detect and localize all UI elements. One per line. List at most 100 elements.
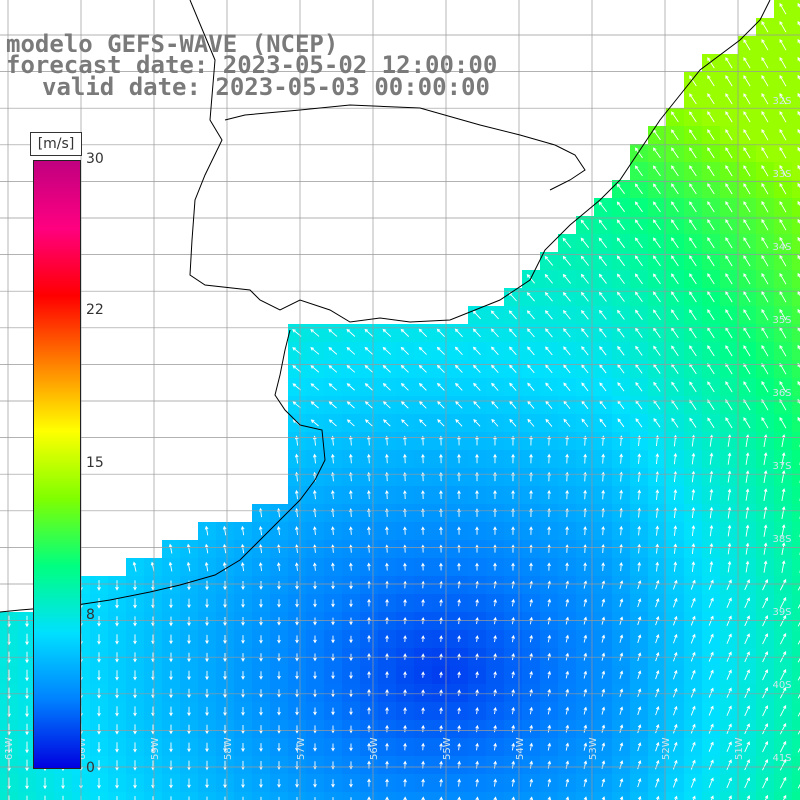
wind-arrow (385, 562, 389, 571)
wind-arrow (562, 273, 571, 284)
wind-arrow (598, 237, 608, 249)
wind-arrow (635, 327, 643, 338)
wind-arrow (296, 796, 298, 800)
wind-arrow (601, 670, 606, 679)
wind-arrow (439, 671, 443, 678)
wind-arrow (187, 616, 191, 627)
wind-arrow (346, 383, 355, 391)
wind-arrow (672, 759, 678, 770)
wind-arrow (475, 778, 479, 787)
wind-arrow (133, 742, 137, 753)
wind-arrow (727, 452, 732, 465)
wind-arrow (259, 707, 263, 716)
wind-arrow (493, 724, 497, 733)
wind-arrow (133, 706, 137, 717)
wind-arrow (364, 346, 374, 355)
wind-arrow (601, 796, 606, 800)
wind-arrow (619, 616, 624, 625)
wind-arrow (421, 453, 425, 464)
wind-arrow (744, 705, 750, 717)
wind-arrow (223, 778, 227, 789)
wind-arrow (544, 255, 554, 266)
wind-arrow (762, 741, 769, 753)
wind-arrow (619, 670, 624, 679)
wind-arrow (310, 347, 320, 355)
wind-arrow (403, 635, 407, 643)
wind-arrow (367, 742, 371, 751)
wind-arrow (637, 706, 642, 716)
wind-arrow (205, 616, 209, 627)
wind-arrow (797, 693, 800, 699)
wind-arrow (529, 580, 534, 589)
wind-arrow (565, 688, 570, 697)
wind-arrow (562, 237, 572, 248)
wind-cell (792, 630, 800, 649)
wind-cell (378, 792, 397, 800)
wind-arrow (115, 760, 119, 771)
wind-arrow (725, 345, 733, 357)
wind-arrow (169, 688, 173, 699)
wind-arrow (133, 760, 137, 771)
wind-arrow (545, 328, 553, 338)
wind-arrow (580, 219, 590, 230)
wind-arrow (726, 579, 732, 591)
wind-arrow (223, 742, 227, 753)
wind-arrow (562, 291, 571, 302)
wind-arrow (168, 543, 173, 554)
colorbar-tick-8: 8 (86, 607, 95, 623)
wind-arrow (436, 346, 445, 355)
wind-cell (792, 738, 800, 757)
wind-arrow (616, 219, 625, 231)
wind-arrow (761, 165, 769, 177)
wind-arrow (508, 310, 517, 320)
wind-arrow (223, 616, 227, 626)
wind-arrow (493, 580, 497, 589)
wind-arrow (421, 617, 425, 625)
wind-arrow (403, 453, 407, 464)
wind-arrow (259, 725, 263, 734)
wind-arrow (346, 346, 356, 355)
wind-arrow (150, 561, 155, 572)
wind-arrow (204, 561, 209, 572)
wind-arrow (743, 111, 751, 123)
wind-arrow (761, 93, 769, 105)
wind-arrow (565, 724, 570, 733)
wind-arrow (385, 526, 389, 535)
wind-arrow (331, 635, 335, 644)
wind-arrow (133, 670, 137, 681)
wind-arrow (563, 328, 571, 338)
wind-arrow (169, 616, 173, 627)
wind-arrow (637, 760, 642, 770)
wind-cell (792, 108, 800, 127)
wind-arrow (763, 488, 768, 501)
wind-arrow (511, 706, 515, 715)
wind-arrow (547, 706, 552, 715)
wind-arrow (565, 760, 570, 769)
wind-arrow (169, 706, 173, 717)
wind-arrow (457, 742, 461, 751)
wind-arrow (743, 129, 751, 141)
latitude-label: 41S (772, 753, 791, 764)
wind-arrow (565, 778, 570, 787)
wind-arrow (745, 488, 750, 501)
map-title-model: modelo GEFS-WAVE (NCEP) (6, 30, 339, 58)
wind-arrow (421, 435, 425, 446)
wind-arrow (457, 778, 461, 787)
wind-arrow (599, 309, 607, 320)
wind-arrow (241, 725, 245, 734)
wind-arrow (294, 544, 299, 553)
wind-arrow (779, 596, 787, 609)
wind-arrow (761, 255, 769, 267)
wind-arrow (726, 687, 732, 698)
wind-arrow (655, 507, 660, 518)
wind-arrow (707, 75, 715, 87)
wind-arrow (186, 543, 191, 554)
wind-arrow (744, 723, 750, 735)
wind-arrow (364, 365, 373, 373)
wind-arrow (726, 759, 732, 771)
wind-arrow (223, 760, 227, 771)
wind-arrow (132, 561, 137, 572)
wind-arrow (25, 669, 29, 682)
wind-arrow (437, 401, 445, 409)
wind-arrow (367, 796, 371, 800)
